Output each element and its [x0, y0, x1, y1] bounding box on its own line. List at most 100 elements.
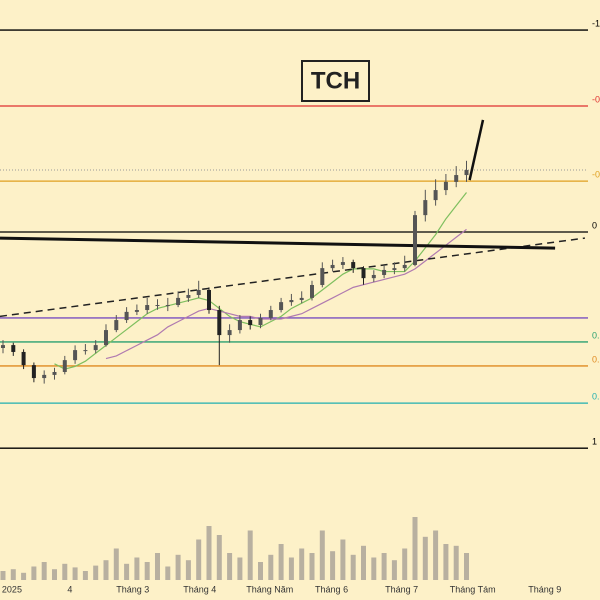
trendline	[0, 237, 586, 318]
x-tick-label: Tháng 3	[116, 584, 149, 594]
volume-bar	[340, 539, 346, 580]
volume-bar	[371, 557, 377, 580]
volume-bar	[93, 565, 99, 580]
candle-body	[42, 374, 47, 379]
moving-average	[105, 228, 467, 360]
volume-bar	[165, 566, 171, 580]
x-tick-label: Tháng 4	[183, 584, 216, 594]
volume-bar	[10, 569, 16, 580]
candle-body	[52, 371, 57, 375]
volume-bar	[31, 566, 37, 580]
candle-body	[103, 330, 108, 346]
volume-bar	[330, 551, 336, 580]
level-label: -0	[592, 169, 600, 179]
candle-body	[124, 311, 129, 321]
candle-body	[289, 300, 294, 303]
candle-body	[392, 268, 397, 270]
candle-body	[155, 305, 160, 307]
trendline	[0, 236, 556, 250]
volume-bar	[62, 563, 68, 580]
candle-body	[248, 320, 253, 326]
volume-bar	[196, 539, 202, 580]
level-label: 1	[592, 437, 597, 447]
fib-levels: -1 -0 -0 0 0. 0. 0. 1	[0, 18, 600, 449]
candle-body	[206, 290, 211, 311]
x-tick-label: 2025	[2, 584, 22, 594]
volume-bar	[391, 560, 397, 580]
volume-bar	[82, 571, 88, 580]
volume-bar	[21, 572, 27, 580]
candle-body	[227, 330, 232, 336]
volume-bar	[299, 548, 305, 580]
volume-bar	[134, 557, 140, 580]
candle-body	[165, 305, 170, 307]
candle-body	[464, 170, 469, 176]
candle-body	[114, 320, 119, 331]
volume-bar	[227, 553, 233, 580]
candle-body	[402, 264, 407, 269]
volume-bar	[185, 560, 191, 580]
level-label: 0.	[592, 354, 600, 364]
candle-body	[62, 360, 67, 372]
volume-bar	[144, 562, 150, 580]
level-label: -1	[592, 18, 600, 28]
volume-bar	[103, 560, 109, 580]
x-axis: 2025 4 Tháng 3 Tháng 4 Tháng Năm Tháng 6 Tháng…	[2, 584, 561, 594]
volume-bar	[422, 536, 428, 580]
volume-bar	[443, 544, 449, 580]
trendline	[468, 119, 485, 181]
level-label: -0	[592, 94, 600, 104]
candle-body	[31, 365, 36, 379]
volume-bar	[268, 554, 274, 580]
candle-body	[351, 262, 356, 269]
volume-bar	[237, 557, 243, 580]
volume-bar	[113, 548, 119, 580]
x-tick-label: Tháng 6	[315, 584, 348, 594]
volume-bar	[464, 553, 470, 580]
volume-bar	[278, 544, 284, 580]
candle-body	[0, 345, 5, 348]
level-label: 0.	[592, 391, 600, 401]
volume-bar	[433, 530, 439, 580]
volume-bar	[206, 526, 212, 580]
x-tick-label: 4	[67, 584, 72, 594]
level-label: 0.	[592, 330, 600, 340]
candle-body	[21, 351, 26, 366]
x-tick-label: Tháng Tám	[450, 584, 496, 594]
volume-bar	[402, 548, 408, 580]
candle-body	[93, 345, 98, 351]
candle-body	[83, 350, 88, 352]
volume-bar	[175, 554, 181, 580]
candle-body	[382, 269, 387, 275]
candle-body	[196, 290, 201, 296]
volume-bar	[288, 557, 294, 580]
candle-body	[186, 295, 191, 298]
candle-body	[340, 262, 345, 265]
volume-bar	[0, 571, 6, 580]
volume-bar	[154, 553, 160, 580]
candle-body	[413, 215, 418, 265]
candle-body	[433, 190, 438, 201]
volume-bar	[453, 545, 459, 580]
candle-body	[310, 284, 314, 298]
candles	[0, 160, 469, 384]
volume-bar	[124, 563, 130, 580]
volume-bar	[319, 530, 325, 580]
volume-bar	[247, 530, 253, 580]
x-tick-label: Tháng 7	[385, 584, 418, 594]
volume-bar	[41, 562, 47, 580]
chart-title: TCH	[311, 67, 360, 94]
volume	[0, 517, 470, 580]
candle-body	[11, 345, 16, 352]
volume-bar	[412, 517, 418, 580]
candle-body	[443, 181, 448, 191]
candle-body	[279, 302, 284, 311]
volume-bar	[72, 567, 78, 580]
candle-body	[268, 310, 273, 318]
volume-bar	[350, 554, 356, 580]
candle-body	[73, 350, 78, 361]
title-box	[301, 60, 370, 102]
candle-body	[145, 305, 150, 311]
volume-bar	[361, 545, 367, 580]
